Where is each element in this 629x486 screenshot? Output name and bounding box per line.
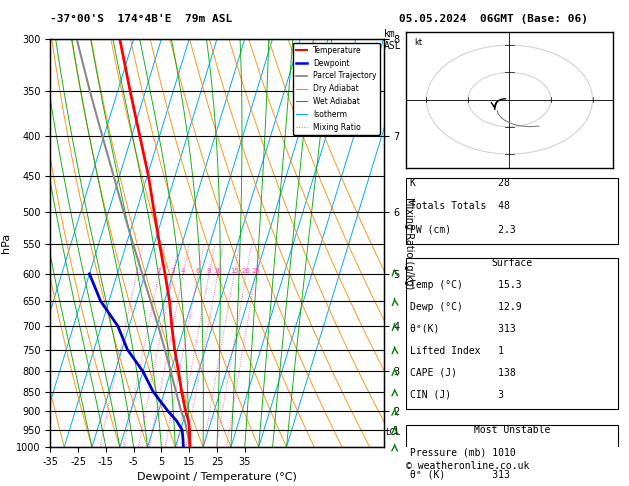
X-axis label: Dewpoint / Temperature (°C): Dewpoint / Temperature (°C) <box>137 472 297 483</box>
Text: LCL: LCL <box>385 428 400 437</box>
Bar <box>406 258 618 409</box>
Text: 10: 10 <box>213 268 223 274</box>
Y-axis label: Mixing Ratio (g/kg): Mixing Ratio (g/kg) <box>404 197 413 289</box>
Text: 6: 6 <box>196 268 201 274</box>
Text: km
ASL: km ASL <box>384 29 401 51</box>
Text: CIN (J)        3: CIN (J) 3 <box>410 389 504 399</box>
Text: Lifted Index   1: Lifted Index 1 <box>410 346 504 356</box>
Y-axis label: hPa: hPa <box>1 233 11 253</box>
Text: 4: 4 <box>181 268 186 274</box>
Text: Temp (°C)      15.3: Temp (°C) 15.3 <box>410 279 521 290</box>
Text: 1: 1 <box>135 268 139 274</box>
Text: Pressure (mb) 1010: Pressure (mb) 1010 <box>410 447 516 457</box>
Text: 20: 20 <box>242 268 251 274</box>
Text: © weatheronline.co.uk: © weatheronline.co.uk <box>406 461 529 471</box>
Text: K              28: K 28 <box>410 178 510 188</box>
Text: Totals Totals  48: Totals Totals 48 <box>410 201 510 211</box>
Text: -37°00'S  174°4B'E  79m ASL: -37°00'S 174°4B'E 79m ASL <box>50 14 233 24</box>
Text: Dewp (°C)      12.9: Dewp (°C) 12.9 <box>410 302 521 312</box>
Bar <box>406 178 618 244</box>
Text: 15: 15 <box>230 268 239 274</box>
Text: 05.05.2024  06GMT (Base: 06): 05.05.2024 06GMT (Base: 06) <box>399 14 588 24</box>
Text: Surface: Surface <box>491 258 533 268</box>
Text: CAPE (J)       138: CAPE (J) 138 <box>410 367 516 378</box>
Text: 2: 2 <box>157 268 161 274</box>
Text: 25: 25 <box>252 268 260 274</box>
Text: kt: kt <box>414 38 422 47</box>
Text: Most Unstable: Most Unstable <box>474 425 550 435</box>
Text: θᵉ (K)        313: θᵉ (K) 313 <box>410 469 510 479</box>
Text: PW (cm)        2.3: PW (cm) 2.3 <box>410 225 516 235</box>
Text: 8: 8 <box>207 268 211 274</box>
Legend: Temperature, Dewpoint, Parcel Trajectory, Dry Adiabat, Wet Adiabat, Isotherm, Mi: Temperature, Dewpoint, Parcel Trajectory… <box>292 43 380 135</box>
Text: θᵉ(K)          313: θᵉ(K) 313 <box>410 324 516 333</box>
Bar <box>406 425 618 486</box>
Text: 3: 3 <box>170 268 175 274</box>
